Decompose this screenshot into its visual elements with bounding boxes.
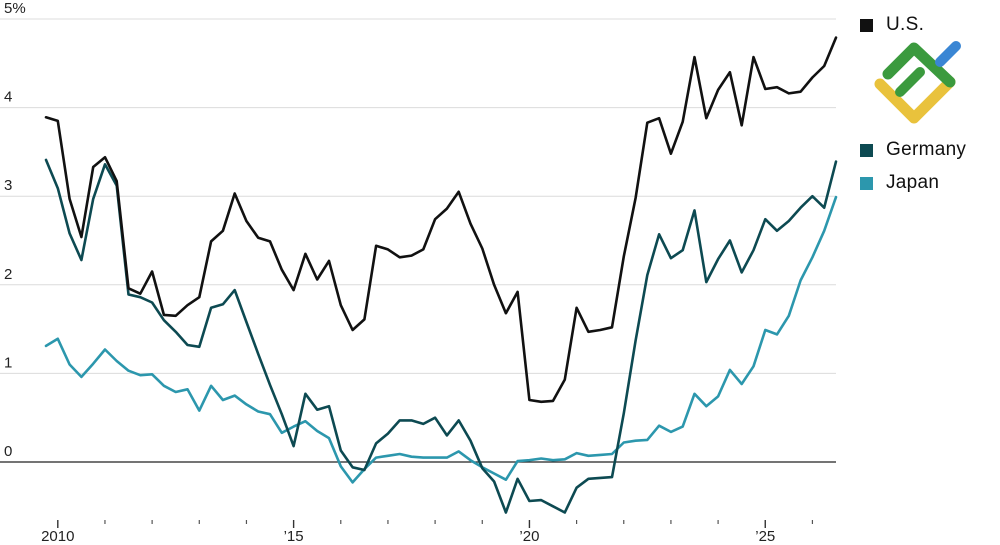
gridlines xyxy=(0,18,836,374)
legend-swatch-us xyxy=(860,18,873,32)
legend-label-us: U.S. xyxy=(886,14,925,35)
x-axis: 2010 ’15 ’20 ’25 xyxy=(0,461,836,545)
y-tick-label-3: 3 xyxy=(4,177,12,194)
legend-item-germany: Germany xyxy=(860,139,966,161)
brand-logo xyxy=(874,41,961,124)
x-tick-label-2015: ’15 xyxy=(284,528,304,545)
x-tick-label-2025: ’25 xyxy=(755,528,775,545)
series-line-germany xyxy=(44,158,838,514)
y-axis-tick-labels: 0 1 2 3 4 5% xyxy=(4,0,26,460)
y-tick-label-5: 5% xyxy=(4,0,26,17)
legend-label-japan: Japan xyxy=(886,172,940,193)
legend-swatch-japan xyxy=(860,176,873,190)
x-tick-label-2020: ’20 xyxy=(519,528,539,545)
legend-swatch-germany xyxy=(860,143,873,157)
series-line-japan xyxy=(44,195,838,484)
legend-item-us: U.S. xyxy=(860,14,924,36)
y-tick-label-2: 2 xyxy=(4,266,12,283)
series-lines xyxy=(44,36,838,514)
chart-legend: U.S. Germany Japan xyxy=(860,14,1000,214)
series-line-us xyxy=(44,36,838,404)
legend-label-germany: Germany xyxy=(886,139,967,160)
x-tick-label-2010: 2010 xyxy=(41,528,74,545)
legend-item-japan: Japan xyxy=(860,172,939,194)
y-tick-label-4: 4 xyxy=(4,89,12,106)
y-tick-label-0: 0 xyxy=(4,443,12,460)
y-tick-label-1: 1 xyxy=(4,354,12,371)
